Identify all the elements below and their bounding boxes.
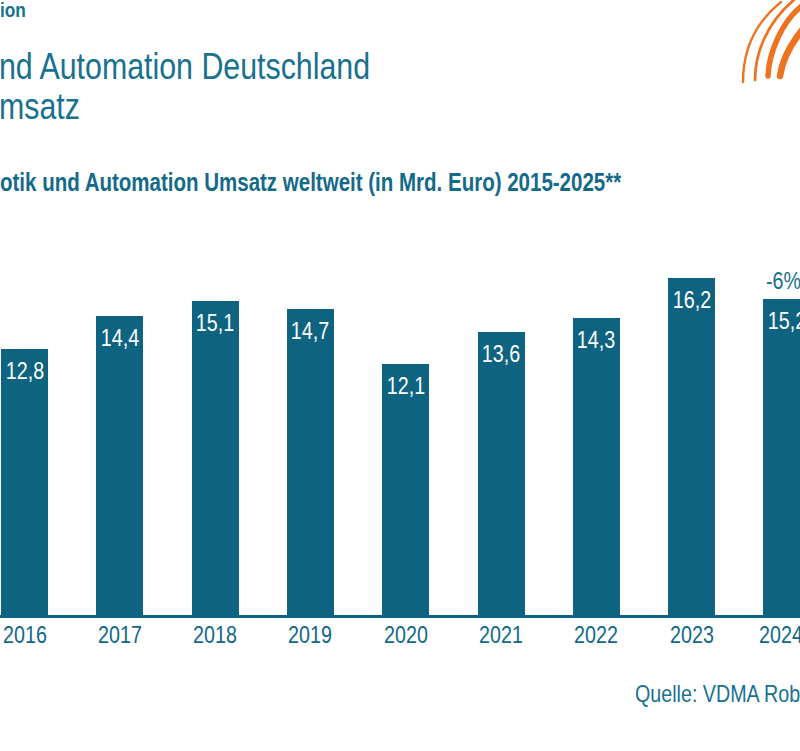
bar-2020: 12,1 — [382, 364, 429, 617]
bar-value-label: 14,7 — [228, 317, 392, 345]
bar-2022: 14,3 — [573, 318, 620, 617]
change-annotation: -6% — [766, 267, 800, 295]
source-text: Quelle: VDMA Robo — [635, 680, 800, 708]
bar-chart: 12,8201614,4201715,1201814,7201912,12020… — [0, 0, 800, 751]
x-axis-line — [0, 615, 800, 618]
bar-value-label: 12,1 — [324, 372, 488, 400]
bar-2019: 14,7 — [287, 309, 334, 617]
bar-value-label: 14,3 — [514, 326, 678, 354]
bar-2018: 15,1 — [192, 301, 239, 617]
bar-value-label: 15,2 — [705, 307, 800, 335]
bar-2021: 13,6 — [478, 332, 525, 617]
slide: ion nd Automation Deutschland msatz otik… — [0, 0, 800, 751]
bar-2024: 15,2 — [763, 299, 800, 617]
bar-2016: 12,8 — [1, 349, 48, 617]
bar-value-label: 12,8 — [0, 357, 107, 385]
bar-2017: 14,4 — [96, 316, 143, 617]
x-axis-label: 2024 — [699, 621, 800, 649]
